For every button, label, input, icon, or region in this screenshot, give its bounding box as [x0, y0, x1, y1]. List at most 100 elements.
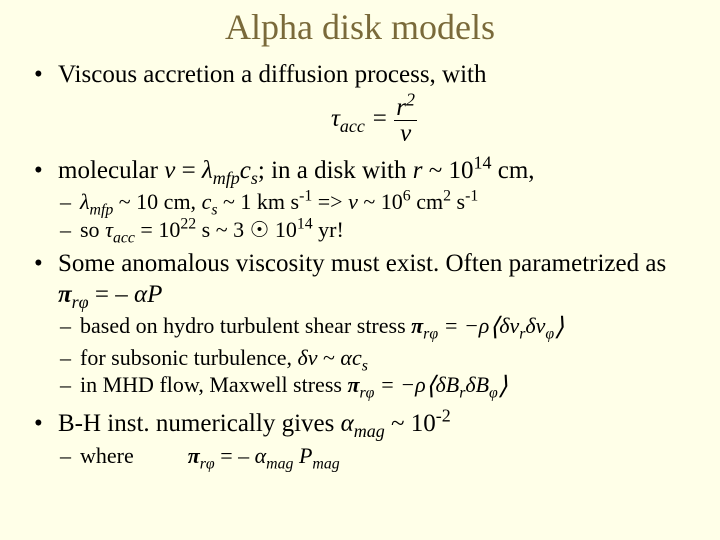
- b2s2-tau: τ: [105, 217, 113, 242]
- b3s3-dbr: δB: [436, 372, 460, 397]
- b2-lam: λ: [202, 157, 213, 184]
- b3s1-dvr: δv: [499, 313, 519, 338]
- b3s3-p: φ: [489, 385, 498, 402]
- slide-root: Alpha disk models Viscous accretion a di…: [0, 0, 720, 485]
- b2-r: r: [413, 157, 423, 184]
- b2s1-c2: =>: [312, 189, 348, 214]
- bullet-1-text: Viscous accretion a diffusion process, w…: [58, 61, 487, 88]
- b2s1-nu: ν: [348, 189, 358, 214]
- b3s3-rphi: rφ: [359, 385, 374, 402]
- b2-c: c: [240, 157, 251, 184]
- b3-pi: π: [58, 281, 72, 308]
- b3s1-pi: π: [411, 313, 423, 338]
- b4s1-a: where: [80, 443, 134, 468]
- b2-nu: ν: [164, 157, 175, 184]
- b3-b: = –: [89, 281, 134, 308]
- b3s3-eq: πrφ = −ρ⟨δBrδBφ⟩: [347, 371, 507, 403]
- b2s1-e2: 6: [403, 188, 411, 205]
- b4s1: whereπrφ = – αmag Pmag: [80, 442, 690, 470]
- b3s1-p: φ: [545, 326, 554, 343]
- b3s3-dbp: δB: [465, 372, 489, 397]
- b2s2-e2: 14: [297, 215, 313, 232]
- b3s2-c: c: [352, 345, 362, 370]
- b2s1-e: cm: [411, 189, 443, 214]
- b3s2-alpha: α: [340, 345, 352, 370]
- b3s1-lb: ⟨: [489, 313, 499, 341]
- b4s1-rphi: rφ: [200, 455, 215, 472]
- b2s1-d: ~ 10: [358, 189, 403, 214]
- b3s3-eqs: = −: [374, 372, 415, 397]
- b2s2-c: s ~ 3 ☉ 10: [196, 217, 297, 242]
- b3s1-dvp: δv: [525, 313, 545, 338]
- b2s1-e3: 2: [443, 188, 451, 205]
- b3s2: for subsonic turbulence, δv ~ αcs: [80, 344, 690, 372]
- b2s2-a: so: [80, 217, 105, 242]
- b2s1: λmfp ~ 10 cm, cs ~ 1 km s-1 => ν ~ 106 c…: [80, 188, 690, 216]
- b2s1-f: s: [451, 189, 465, 214]
- bullet-4-sub: whereπrφ = – αmag Pmag: [58, 442, 690, 470]
- b3s3-rb: ⟩: [498, 372, 508, 400]
- b2s2-b: = 10: [135, 217, 180, 242]
- eq1-acc: acc: [340, 116, 365, 136]
- b3-P: P: [147, 281, 162, 308]
- bullet-3-sub: based on hydro turbulent shear stress πr…: [58, 312, 690, 403]
- b3-a: Some anomalous viscosity must exist. Oft…: [58, 250, 666, 277]
- b2s2-d: yr!: [313, 217, 344, 242]
- b3s1-eqs: = −: [438, 313, 479, 338]
- b2-b: =: [175, 157, 202, 184]
- b4s1-pi: π: [188, 443, 200, 468]
- b4-alpha: α: [341, 410, 354, 437]
- b2-mfp: mfp: [213, 168, 240, 188]
- eq1-nu: ν: [400, 120, 411, 147]
- b4s1-b: = –: [215, 443, 255, 468]
- b3s1-a: based on hydro turbulent shear stress: [80, 313, 411, 338]
- b2s1-a: ~ 10 cm,: [113, 189, 201, 214]
- equation-1: τacc = r2ν: [58, 95, 690, 146]
- b3s1-eq: πrφ = −ρ⟨δvrδvφ⟩: [411, 312, 564, 344]
- slide-title: Alpha disk models: [30, 6, 690, 48]
- b3s3-rho: ρ: [415, 372, 426, 397]
- b3s1-rb: ⟩: [554, 313, 564, 341]
- b2-e: ~ 10: [422, 157, 473, 184]
- eq1-eq: =: [365, 105, 394, 132]
- b4s1-mag: mag: [266, 455, 293, 472]
- b4s1-mag2: mag: [312, 455, 339, 472]
- b3s2-b: ~: [318, 345, 341, 370]
- b4-a: B-H inst. numerically gives: [58, 410, 341, 437]
- b3-rphi: rφ: [72, 292, 89, 312]
- bullet-2: molecular ν = λmfpcs; in a disk with r ~…: [58, 156, 690, 244]
- b2-a: molecular: [58, 157, 164, 184]
- eq1-r: r: [396, 94, 406, 121]
- b4s1-P: P: [299, 443, 312, 468]
- b2s1-e1: -1: [299, 188, 312, 205]
- b2-exp: 14: [474, 152, 492, 172]
- b3s1: based on hydro turbulent shear stress πr…: [80, 312, 690, 344]
- eq1-tau: τ: [331, 105, 340, 132]
- b2s1-b: ~ 1 km s: [218, 189, 300, 214]
- b3s1-rho: ρ: [479, 313, 490, 338]
- b3s3-lb: ⟨: [426, 372, 436, 400]
- bullet-list: Viscous accretion a diffusion process, w…: [30, 60, 690, 469]
- b2-d: ; in a disk with: [258, 157, 413, 184]
- b2s1-lam: λ: [80, 189, 90, 214]
- b3s1-rphi: rφ: [423, 326, 438, 343]
- b4-exp: -2: [436, 406, 451, 426]
- bullet-1: Viscous accretion a diffusion process, w…: [58, 60, 690, 91]
- eq1-sup2: 2: [406, 89, 415, 109]
- b2s2-acc: acc: [113, 229, 135, 246]
- b2-s: s: [251, 168, 258, 188]
- b2s2: so τacc = 1022 s ~ 3 ☉ 1014 yr!: [80, 216, 690, 244]
- bullet-3: Some anomalous viscosity must exist. Oft…: [58, 249, 690, 403]
- b2s1-e4: -1: [465, 188, 478, 205]
- bullet-2-sub: λmfp ~ 10 cm, cs ~ 1 km s-1 => ν ~ 106 c…: [58, 188, 690, 243]
- b3-alpha: α: [134, 281, 147, 308]
- b3s2-dv: δv: [298, 345, 318, 370]
- b4s1-alpha: α: [255, 443, 267, 468]
- eq1-frac: r2ν: [394, 95, 417, 146]
- b3s3-pi: π: [347, 372, 359, 397]
- b4-mag: mag: [354, 421, 385, 441]
- b4-b: ~ 10: [385, 410, 436, 437]
- b2-f: cm,: [492, 157, 535, 184]
- b3s3-a: in MHD flow, Maxwell stress: [80, 372, 347, 397]
- b2s2-e1: 22: [180, 215, 196, 232]
